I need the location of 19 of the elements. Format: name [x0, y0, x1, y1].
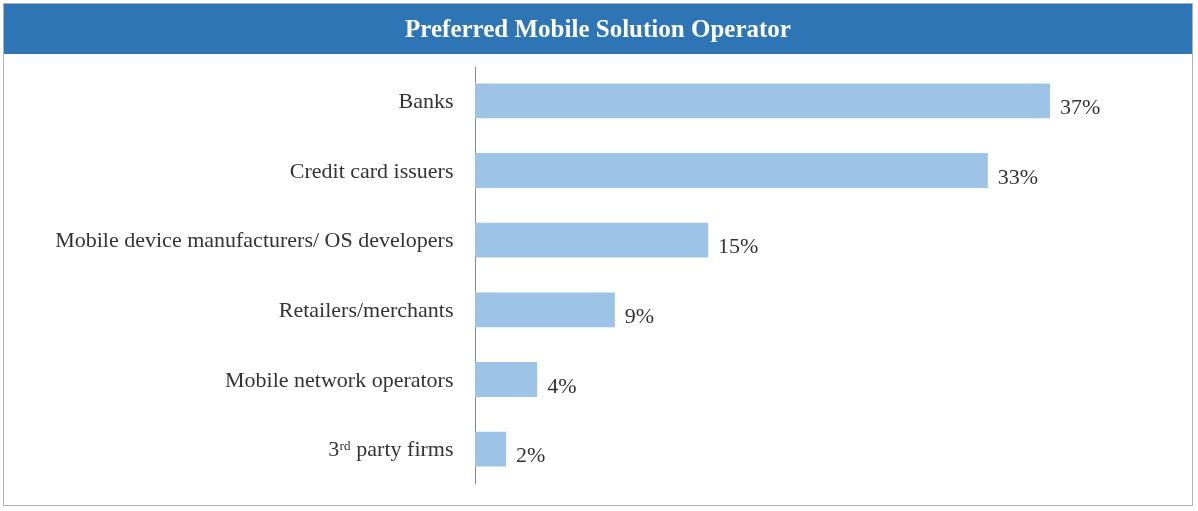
y-tick-label: Mobile device manufacturers/ OS developers: [55, 227, 454, 253]
data-label: 33%: [997, 163, 1039, 189]
bar: [475, 153, 988, 188]
y-tick-label: Banks: [398, 87, 454, 113]
data-label: 9%: [624, 302, 655, 328]
y-tick-label: 3ʳᵈ party firms: [328, 436, 454, 462]
y-tick-label: Retailers/merchants: [278, 296, 454, 322]
bar: [475, 431, 507, 467]
data-label: 37%: [1060, 93, 1101, 119]
bar: [475, 222, 709, 258]
chart-title: Preferred Mobile Solution Operator: [4, 4, 1192, 54]
bar: [475, 362, 538, 397]
data-label: 2%: [516, 442, 546, 468]
y-tick-label: Credit card issuers: [289, 157, 454, 183]
data-label: 4%: [547, 372, 577, 398]
data-label: 15%: [718, 233, 759, 259]
bar: [475, 83, 1050, 119]
bar: [475, 292, 615, 328]
y-tick-label: Mobile network operators: [225, 366, 454, 392]
